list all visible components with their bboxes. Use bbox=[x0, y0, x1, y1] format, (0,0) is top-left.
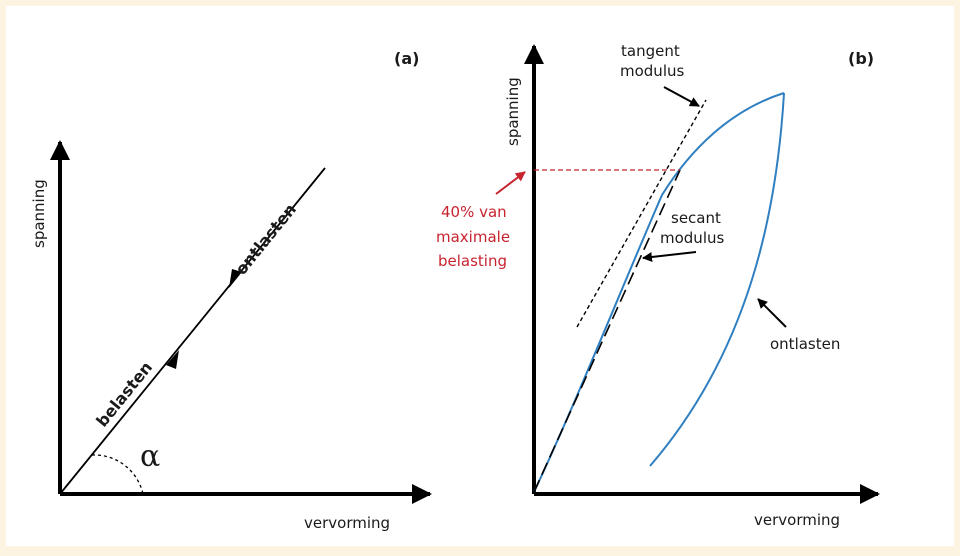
panel-a-load-label: belasten bbox=[92, 358, 156, 431]
panel-a-unload-arrow-icon bbox=[229, 269, 242, 288]
panel-a-label: (a) bbox=[394, 49, 419, 68]
panel-b-reference-label-3: belasting bbox=[438, 252, 507, 270]
panel-a-angle-symbol: α bbox=[140, 439, 160, 474]
panel-b-loading-curve bbox=[533, 92, 785, 493]
panel-a: α (a) vervorming spanning belasten ontla… bbox=[30, 49, 432, 532]
panel-b: (b) vervorming spanning tangent modulus … bbox=[436, 42, 880, 529]
panel-b-reference-label-1: 40% van bbox=[441, 203, 507, 221]
panel-b-unload-label: ontlasten bbox=[770, 335, 840, 353]
panel-b-unload-pointer bbox=[757, 298, 787, 328]
panel-b-reference-label-2: maximale bbox=[436, 228, 510, 246]
panel-b-secant-line bbox=[533, 169, 681, 493]
panel-b-tangent-line bbox=[576, 99, 707, 328]
panel-a-y-axis-label: spanning bbox=[30, 179, 48, 248]
panel-b-label: (b) bbox=[848, 49, 874, 68]
panel-b-tangent-label-1: tangent bbox=[621, 42, 680, 60]
panel-b-tangent-label-2: modulus bbox=[620, 62, 684, 80]
panel-a-load-arrow-icon bbox=[166, 350, 179, 369]
panel-a-angle-arc bbox=[91, 454, 144, 495]
panel-a-loading-line bbox=[59, 167, 326, 495]
panel-b-secant-label-2: modulus bbox=[660, 229, 724, 247]
panel-b-tangent-pointer bbox=[663, 86, 700, 107]
panel-b-unloading-curve bbox=[649, 92, 785, 467]
panel-a-unload-label: ontlasten bbox=[231, 200, 300, 279]
panel-b-secant-label-1: secant bbox=[671, 209, 721, 227]
panel-b-y-axis-label: spanning bbox=[504, 77, 522, 146]
panel-b-x-axis-label: vervorming bbox=[754, 511, 840, 529]
panel-b-reference-pointer bbox=[495, 171, 526, 195]
panel-b-secant-pointer bbox=[642, 251, 697, 262]
figure-panel bbox=[6, 6, 954, 546]
panel-a-x-axis-label: vervorming bbox=[304, 514, 390, 532]
